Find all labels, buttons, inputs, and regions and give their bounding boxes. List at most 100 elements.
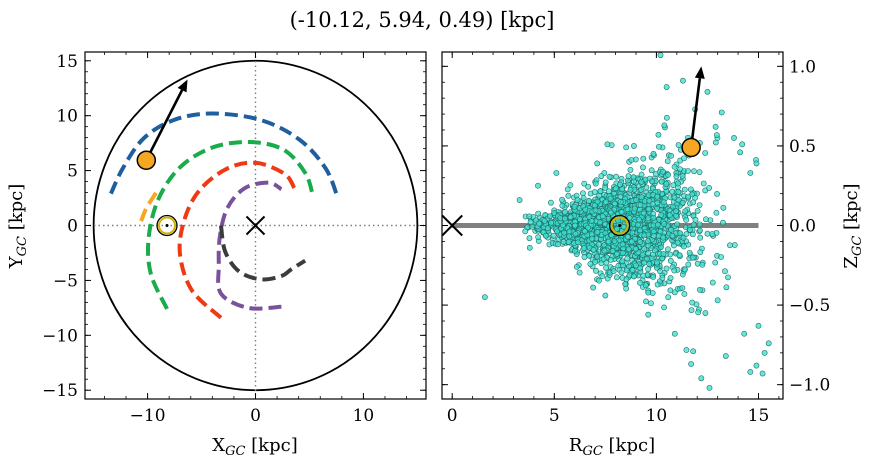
star-point	[650, 232, 657, 239]
star-point	[718, 109, 725, 116]
star-point	[624, 206, 631, 213]
star-point	[642, 282, 649, 289]
star-point	[680, 234, 687, 241]
star-point	[663, 84, 670, 90]
star-point	[598, 173, 605, 180]
star-point	[665, 171, 671, 178]
star-point	[657, 52, 664, 59]
galactic-center-marker	[442, 214, 463, 237]
star-point	[627, 186, 634, 193]
star-point	[704, 88, 711, 95]
star-point	[594, 229, 601, 235]
star-point	[709, 279, 716, 286]
star-point	[611, 238, 618, 245]
star-point	[654, 221, 661, 228]
star-point	[654, 193, 661, 200]
star-point	[629, 229, 636, 236]
star-point	[660, 199, 667, 206]
star-point	[648, 300, 654, 307]
star-point	[640, 210, 647, 217]
star-point	[669, 188, 676, 195]
star-point	[669, 232, 676, 239]
rz-plane-panel: 0 5 10 15 1.0 0.5 0.0 −0.5 −1.0 RGC [kpc] ZGC […	[441, 51, 865, 459]
star-point	[657, 228, 664, 235]
star-point	[690, 348, 697, 355]
star-point	[713, 132, 720, 138]
star-point	[619, 186, 626, 193]
star-point	[658, 212, 665, 218]
star-point	[690, 199, 697, 206]
star-point	[585, 224, 592, 231]
star-point	[677, 230, 683, 237]
star-point	[622, 281, 629, 287]
star-point	[593, 267, 599, 274]
star-point	[660, 251, 667, 257]
star-point	[659, 275, 666, 281]
star-point	[654, 205, 660, 212]
star-point	[641, 259, 648, 266]
star-point	[562, 215, 568, 222]
star-point	[687, 226, 693, 233]
star-point	[720, 204, 727, 211]
star-point	[597, 219, 604, 226]
rz-plot-area	[442, 52, 772, 391]
star-point	[645, 311, 652, 318]
star-point	[574, 197, 581, 203]
star-point	[668, 226, 675, 233]
star-point	[619, 258, 626, 265]
velocity-arrow	[689, 66, 705, 148]
star-point	[587, 261, 594, 267]
star-point	[694, 260, 701, 267]
star-point	[620, 250, 626, 256]
star-point	[623, 267, 630, 274]
star-point	[645, 266, 651, 273]
star-point	[631, 143, 637, 149]
star-point	[681, 186, 688, 193]
sun-marker	[608, 214, 631, 237]
star-point	[755, 322, 762, 329]
rz-y-tick-label: −0.5	[789, 296, 830, 316]
star-point	[620, 224, 627, 230]
sun-marker	[156, 214, 178, 237]
star-point	[535, 210, 542, 217]
star-point	[686, 249, 693, 256]
star-point	[595, 241, 602, 248]
star-point	[689, 299, 696, 306]
star-point	[551, 210, 558, 216]
galactic-center-marker	[245, 215, 266, 236]
star-point	[607, 195, 614, 202]
star-point	[696, 286, 703, 293]
star-point	[613, 185, 619, 192]
spiral-arm-4	[216, 180, 283, 311]
star-point	[718, 254, 724, 260]
star-point	[623, 144, 630, 151]
star-point	[614, 225, 620, 232]
star-point	[596, 277, 602, 284]
star-point	[541, 217, 548, 224]
star-point	[661, 304, 667, 311]
xy-plot-area	[85, 52, 426, 399]
star-point	[610, 268, 617, 275]
star-point	[683, 347, 690, 353]
star-point	[731, 135, 737, 141]
rz-x-tick-label: 5	[549, 406, 560, 426]
star-point	[637, 239, 644, 245]
star-point	[700, 180, 707, 187]
star-point	[554, 228, 561, 235]
star-point	[591, 202, 598, 209]
star-point	[645, 206, 652, 213]
star-point	[590, 284, 597, 291]
star-point	[697, 227, 703, 234]
xy-y-tick-label: −10	[42, 326, 78, 346]
star-point	[761, 349, 768, 356]
star-point	[605, 188, 612, 195]
star-point	[640, 164, 646, 171]
star-point	[722, 353, 729, 359]
star-point	[560, 238, 567, 245]
star-point	[640, 272, 647, 279]
star-point	[589, 235, 595, 242]
star-point	[619, 241, 626, 248]
spiral-arm-2	[145, 140, 315, 310]
star-point	[687, 186, 694, 193]
star-point	[725, 274, 731, 281]
